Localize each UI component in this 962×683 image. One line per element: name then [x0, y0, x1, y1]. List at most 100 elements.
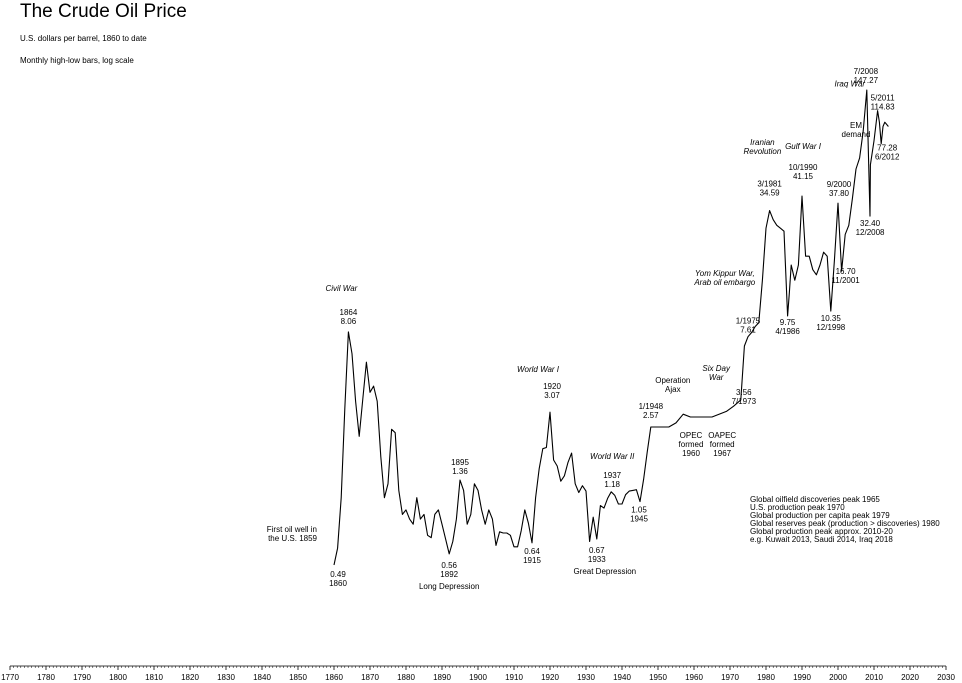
annotation-low-1860: 1860 — [329, 579, 347, 588]
annotation-low-2001: 11/2001 — [831, 276, 860, 285]
x-tick-label: 1950 — [649, 673, 667, 682]
peak-notes-line: Global production per capita peak 1979 — [750, 511, 890, 520]
annotation-peak-1895: 1895 — [451, 458, 469, 467]
annotation-opec-formed: OPEC — [680, 431, 703, 440]
annotation-six-day-war: Six Day — [702, 364, 731, 373]
x-tick-label: 2030 — [937, 673, 955, 682]
x-tick-label: 2000 — [829, 673, 847, 682]
annotation-opec-formed: 1960 — [682, 449, 700, 458]
annotation-peak-1975: 7.61 — [740, 326, 756, 335]
annotation-operation-ajax: Operation — [655, 376, 690, 385]
annotation-oapec-formed: OAPEC — [708, 431, 736, 440]
annotation-peak-2008: 7/2008 — [854, 67, 879, 76]
annotation-peak-1948: 1/1948 — [639, 402, 664, 411]
annotation-em-demand: EM — [850, 121, 862, 130]
annotation-low-2008: 32.40 — [860, 219, 881, 228]
annotation-low-2008: 12/2008 — [856, 228, 885, 237]
annotation-iranian-revolution: Revolution — [743, 147, 781, 156]
annotation-yom-kippur: Yom Kippur War, — [695, 269, 755, 278]
x-tick-label: 1980 — [757, 673, 775, 682]
x-tick-label: 1820 — [181, 673, 199, 682]
annotation-peak-1948: 2.57 — [643, 411, 659, 420]
annotation-low-1998: 12/1998 — [816, 323, 845, 332]
x-tick-label: 1870 — [361, 673, 379, 682]
annotation-low-1986: 9.75 — [780, 318, 796, 327]
x-tick-label: 1960 — [685, 673, 703, 682]
x-tick-label: 1850 — [289, 673, 307, 682]
annotation-em-demand: demand — [842, 130, 871, 139]
annotation-peak-1981: 3/1981 — [757, 180, 782, 189]
annotation-six-day-war: War — [709, 373, 724, 382]
annotation-peak-1990: 10/1990 — [789, 163, 818, 172]
peak-notes-line: Global production peak approx. 2010-20 — [750, 527, 893, 536]
x-tick-label: 1910 — [505, 673, 523, 682]
annotation-first-well: First oil well in — [267, 525, 317, 534]
chart-subtitle-method: Monthly high-low bars, log scale — [20, 56, 134, 65]
annotation-oapec-formed: formed — [710, 440, 735, 449]
x-tick-label: 1830 — [217, 673, 235, 682]
annotation-operation-ajax: Ajax — [665, 385, 681, 394]
price-series-line — [333, 89, 889, 566]
x-tick-label: 1810 — [145, 673, 163, 682]
annotation-peak-1864: 8.06 — [341, 317, 357, 326]
annotation-gulf-war: Gulf War I — [785, 142, 822, 151]
x-tick-label: 1990 — [793, 673, 811, 682]
annotation-low-1933: 0.67 — [589, 546, 605, 555]
annotation-low-1986: 4/1986 — [775, 327, 800, 336]
annotation-opec-formed: formed — [679, 440, 704, 449]
annotation-world-war-2: World War II — [590, 452, 635, 461]
annotation-low-1915: 0.64 — [524, 547, 540, 556]
annotation-peak-1975: 1/1975 — [736, 317, 761, 326]
x-tick-label: 1970 — [721, 673, 739, 682]
peak-notes-line: e.g. Kuwait 2013, Saudi 2014, Iraq 2018 — [750, 535, 893, 544]
annotation-peak-2000: 37.80 — [829, 189, 850, 198]
annotation-peak-2000: 9/2000 — [827, 180, 852, 189]
annotation-peak-1981: 34.59 — [760, 189, 781, 198]
annotation-iraq-war: Iraq War — [835, 79, 866, 88]
x-tick-label: 1880 — [397, 673, 415, 682]
annotation-peak-1920: 3.07 — [544, 391, 560, 400]
annotation-yom-kippur: Arab oil embargo — [693, 278, 755, 287]
annotation-low-1892: 0.56 — [441, 561, 457, 570]
peak-notes-line: U.S. production peak 1970 — [750, 503, 845, 512]
x-tick-label: 1770 — [1, 673, 19, 682]
annotation-point-2012: 77.28 — [877, 144, 898, 153]
annotation-peak-1895: 1.36 — [452, 467, 468, 476]
annotation-low-2001: 16.70 — [836, 267, 857, 276]
annotation-low-1998: 10.35 — [821, 314, 842, 323]
peak-notes-line: Global oilfield discoveries peak 1965 — [750, 495, 880, 504]
annotation-peak-2011: 114.83 — [871, 103, 895, 112]
annotation-great-depression: Great Depression — [573, 567, 636, 576]
chart-title: The Crude Oil Price — [20, 1, 187, 22]
annotation-low-1860: 0.49 — [330, 570, 346, 579]
annotation-peak-1990: 41.15 — [793, 172, 814, 181]
annotation-low-1945: 1.05 — [631, 506, 647, 515]
x-tick-label: 1780 — [37, 673, 55, 682]
annotation-peak-1920: 1920 — [543, 382, 561, 391]
annotation-iranian-revolution: Iranian — [750, 138, 775, 147]
annotation-civil-war: Civil War — [325, 284, 357, 293]
x-tick-label: 1940 — [613, 673, 631, 682]
peak-notes-line: Global reserves peak (production > disco… — [750, 519, 940, 528]
x-tick-label: 1860 — [325, 673, 343, 682]
annotation-peak-1937: 1937 — [603, 471, 621, 480]
annotation-low-1892: 1892 — [440, 570, 458, 579]
x-tick-label: 1840 — [253, 673, 271, 682]
annotation-peak-2011: 5/2011 — [871, 94, 895, 103]
x-tick-label: 2020 — [901, 673, 919, 682]
annotation-peak-1864: 1864 — [340, 308, 358, 317]
annotation-low-1915: 1915 — [523, 556, 541, 565]
annotation-low-1945: 1945 — [630, 515, 648, 524]
annotation-low-1973: 3.56 — [736, 388, 752, 397]
annotation-long-depression: Long Depression — [419, 582, 479, 591]
x-tick-label: 1920 — [541, 673, 559, 682]
x-tick-label: 2010 — [865, 673, 883, 682]
x-tick-label: 1930 — [577, 673, 595, 682]
annotation-low-1973: 7/1973 — [732, 397, 757, 406]
chart-subtitle-units: U.S. dollars per barrel, 1860 to date — [20, 34, 147, 43]
x-tick-label: 1790 — [73, 673, 91, 682]
annotation-peak-2008: 147.27 — [854, 76, 879, 85]
annotation-low-1933: 1933 — [588, 555, 606, 564]
annotation-point-2012: 6/2012 — [875, 153, 900, 162]
